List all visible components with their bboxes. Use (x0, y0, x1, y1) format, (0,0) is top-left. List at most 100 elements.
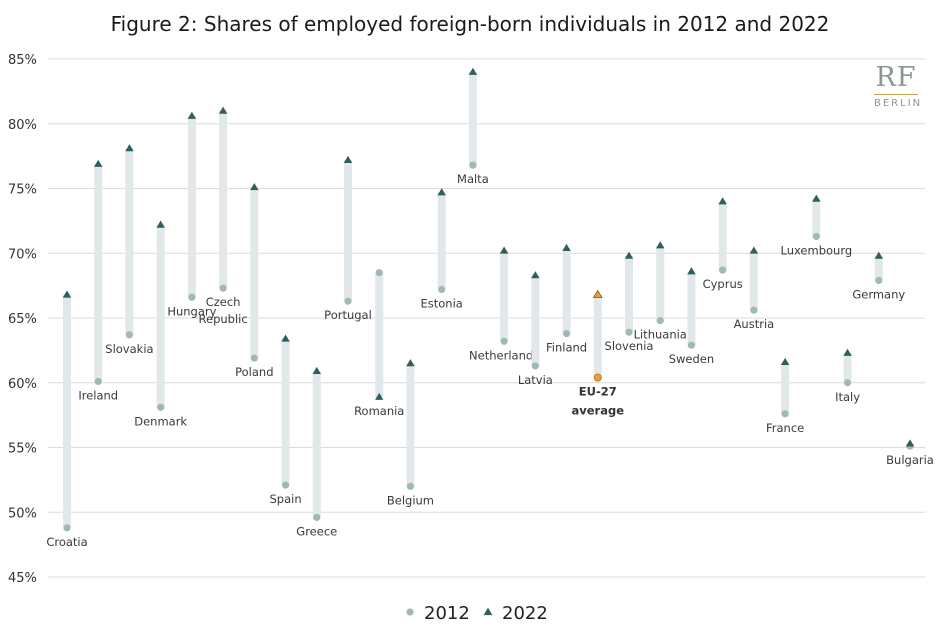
point-2022 (156, 220, 165, 228)
country-label: Poland (235, 365, 273, 379)
legend-marker-2012 (406, 608, 414, 616)
point-2022 (343, 155, 353, 163)
point-2012 (593, 373, 602, 382)
point-2022 (437, 188, 446, 196)
point-2022 (250, 183, 259, 191)
country-label: Estonia (420, 297, 462, 311)
country-label: Bulgaria (886, 453, 934, 467)
point-2012 (188, 293, 196, 301)
point-2022 (624, 251, 634, 259)
country-label-line: Belgium (387, 493, 434, 507)
point-2022 (562, 243, 571, 252)
country-label-line: Estonia (420, 297, 462, 311)
country-label-line: Slovenia (605, 339, 654, 353)
point-2022 (531, 271, 540, 279)
point-2022 (62, 290, 72, 298)
country-label-line: Ireland (78, 388, 118, 402)
country-label-line: Denmark (134, 414, 187, 428)
country-label: Lithuania (634, 328, 687, 342)
country-label-line: Italy (835, 390, 860, 404)
country-label-line: Republic (199, 312, 248, 326)
point-2022 (187, 111, 197, 119)
country-label: Czech Republic (199, 295, 248, 326)
point-2022 (406, 359, 415, 367)
country-label-line: Germany (852, 287, 905, 301)
country-label-line: Latvia (518, 373, 553, 387)
legend-label-2022: 2022 (502, 603, 548, 624)
y-tick-label: 80% (8, 118, 37, 133)
country-label-line: Netherlands (469, 348, 539, 362)
logo-subtitle: BERLIN (874, 98, 923, 109)
country-label: Hungary (167, 304, 216, 318)
point-2012 (375, 269, 383, 277)
point-2022 (749, 246, 759, 254)
y-tick-label: 85% (8, 53, 37, 68)
country-label: Italy (835, 390, 860, 404)
country-label: Malta (457, 172, 489, 186)
point-2012 (812, 232, 820, 241)
country-label-line: Portugal (324, 308, 372, 322)
point-2022 (468, 67, 478, 75)
point-2012 (344, 297, 352, 305)
country-label: Slovenia (605, 339, 654, 353)
y-tick-label: 45% (8, 571, 37, 586)
point-2012 (313, 513, 321, 522)
country-label: Romania (354, 404, 404, 418)
y-tick-label: 60% (8, 377, 37, 392)
country-label: Finland (546, 341, 587, 355)
country-label-line: Sweden (669, 352, 714, 366)
country-label-line: Spain (269, 492, 301, 506)
country-label-line: average (572, 404, 625, 418)
country-label-line: Luxembourg (780, 243, 852, 257)
country-label: Greece (296, 524, 337, 538)
legend-label-2012: 2012 (424, 603, 470, 624)
logo-divider (874, 94, 918, 95)
point-2012 (625, 328, 633, 336)
point-2012 (843, 379, 852, 387)
point-2022 (312, 366, 321, 375)
y-tick-label: 70% (8, 247, 37, 262)
country-label-line: Slovakia (105, 342, 153, 356)
point-2012 (125, 331, 134, 339)
country-label-line: Hungary (167, 304, 216, 318)
country-label-line: Austria (734, 317, 775, 331)
point-2022 (592, 289, 603, 299)
point-2022 (218, 106, 228, 114)
country-label: Portugal (324, 308, 372, 322)
y-tick-label: 65% (8, 312, 37, 327)
point-2012 (63, 524, 71, 532)
rf-berlin-logo: RF BERLIN (874, 64, 923, 109)
point-2012 (781, 410, 789, 418)
y-tick-label: 55% (8, 442, 37, 457)
country-label: Netherlands (469, 348, 539, 362)
point-2012 (94, 377, 102, 386)
country-label: Slovakia (105, 342, 153, 356)
point-2012 (406, 482, 415, 490)
point-2012 (500, 337, 508, 345)
country-label: Latvia (518, 373, 553, 387)
point-2012 (531, 362, 539, 370)
country-label-line: France (766, 421, 804, 435)
point-2012 (562, 329, 571, 338)
point-2022 (874, 251, 883, 259)
country-label: Spain (269, 492, 301, 506)
point-2012 (750, 306, 758, 314)
country-label-line: Malta (457, 172, 489, 186)
point-2012 (719, 266, 727, 274)
point-2012 (469, 161, 477, 169)
y-tick-label: 50% (8, 506, 37, 521)
point-2022 (843, 348, 852, 356)
country-label-line: Lithuania (634, 328, 687, 342)
point-2022 (656, 241, 665, 249)
country-label-line: Cyprus (703, 277, 743, 291)
point-2012 (687, 341, 696, 349)
country-label-line: Czech (206, 295, 241, 309)
country-label-line: Finland (546, 341, 587, 355)
country-label-line: Greece (296, 524, 337, 538)
country-label: France (766, 421, 804, 435)
country-label: Sweden (669, 352, 714, 366)
point-2022 (125, 144, 134, 152)
country-label: EU-27 average (572, 385, 625, 418)
